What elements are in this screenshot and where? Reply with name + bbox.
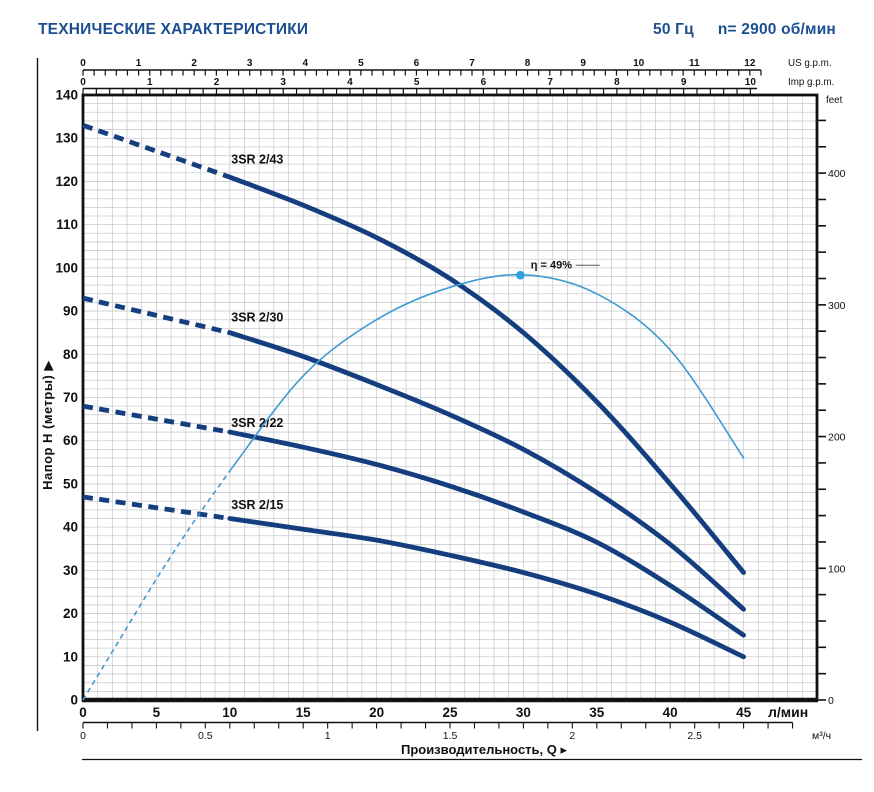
x-tick-label: 10 bbox=[222, 705, 237, 720]
feet-tick-label: 300 bbox=[828, 300, 846, 312]
lmin-unit-label: л/мин bbox=[768, 704, 808, 720]
m3h-tick-label: 2.5 bbox=[687, 730, 702, 742]
header-right: 50 Гц n= 2900 об/мин bbox=[653, 21, 836, 39]
pump-curve-3sr-2-30 bbox=[227, 330, 746, 612]
pump-curve-dashed-3sr-2-43 bbox=[82, 122, 231, 180]
m3h-tick-label: 1.5 bbox=[443, 730, 458, 742]
m3h-tick-label: 0 bbox=[80, 730, 86, 742]
imp-gpm-tick-label: 3 bbox=[280, 77, 286, 88]
pump-curve-3sr-2-43 bbox=[227, 174, 746, 575]
x-tick-label: 45 bbox=[736, 705, 752, 720]
us-gpm-tick-label: 1 bbox=[136, 58, 142, 69]
imp-gpm-tick-label: 4 bbox=[347, 77, 353, 88]
feet-tick-label: 200 bbox=[828, 432, 846, 444]
speed-label: n= 2900 об/мин bbox=[717, 21, 836, 38]
efficiency-curve-dashed bbox=[82, 470, 231, 701]
x-tick-label: 40 bbox=[663, 705, 678, 720]
pump-curve-3sr-2-15 bbox=[227, 516, 746, 660]
y-tick-label: 60 bbox=[63, 433, 78, 448]
us-gpm-tick-label: 11 bbox=[689, 58, 700, 69]
us-gpm-tick-label: 0 bbox=[80, 58, 86, 69]
y-tick-label: 20 bbox=[63, 606, 78, 621]
imp-gpm-unit-label: Imp g.p.m. bbox=[788, 77, 834, 88]
y-tick-label: 50 bbox=[63, 476, 78, 491]
us-gpm-tick-label: 4 bbox=[302, 58, 308, 69]
imp-gpm-tick-label: 6 bbox=[481, 77, 487, 88]
feet-unit-label: feet bbox=[826, 95, 843, 106]
us-gpm-tick-label: 12 bbox=[744, 58, 756, 69]
m3h-tick-label: 0.5 bbox=[198, 730, 213, 742]
us-gpm-tick-label: 9 bbox=[580, 58, 586, 69]
y-tick-label: 10 bbox=[63, 649, 78, 664]
imp-gpm-tick-label: 9 bbox=[681, 77, 687, 88]
us-gpm-tick-label: 6 bbox=[414, 58, 420, 69]
y-tick-label: 110 bbox=[56, 217, 78, 232]
imp-gpm-tick-label: 8 bbox=[614, 77, 620, 88]
feet-tick-label: 0 bbox=[828, 695, 834, 707]
pump-curve-3sr-2-22 bbox=[227, 429, 746, 638]
efficiency-label: η = 49% bbox=[531, 260, 572, 272]
imp-gpm-tick-label: 2 bbox=[214, 77, 220, 88]
us-gpm-tick-label: 7 bbox=[469, 58, 475, 69]
m3h-tick-label: 1 bbox=[325, 730, 331, 742]
y-tick-label: 90 bbox=[63, 304, 78, 319]
x-tick-label: 20 bbox=[369, 705, 384, 720]
y-tick-label: 100 bbox=[55, 260, 78, 275]
y-tick-label: 40 bbox=[63, 520, 78, 535]
curve-label-3sr-2-30: 3SR 2/30 bbox=[231, 310, 283, 324]
x-axis-title: Производительность, Q ▸ bbox=[401, 742, 568, 757]
m3h-tick-label: 2 bbox=[569, 730, 575, 742]
pump-curve-dashed-3sr-2-30 bbox=[82, 295, 231, 336]
x-tick-label: 30 bbox=[516, 705, 531, 720]
x-tick-label: 5 bbox=[153, 705, 161, 720]
pump-curve-dashed-3sr-2-15 bbox=[82, 494, 231, 521]
curve-label-3sr-2-43: 3SR 2/43 bbox=[231, 152, 283, 166]
curve-label-3sr-2-15: 3SR 2/15 bbox=[231, 498, 283, 512]
imp-gpm-tick-label: 1 bbox=[147, 77, 153, 88]
y-tick-label: 140 bbox=[55, 88, 78, 103]
y-tick-label: 80 bbox=[63, 347, 78, 362]
imp-gpm-tick-label: 7 bbox=[547, 77, 553, 88]
us-gpm-unit-label: US g.p.m. bbox=[788, 58, 832, 69]
x-tick-label: 35 bbox=[589, 705, 605, 720]
curve-label-3sr-2-22: 3SR 2/22 bbox=[231, 416, 283, 430]
x-tick-label: 15 bbox=[296, 705, 312, 720]
efficiency-curve bbox=[229, 273, 745, 472]
us-gpm-tick-label: 8 bbox=[525, 58, 531, 69]
x-tick-label: 0 bbox=[79, 705, 87, 720]
m3h-unit-label: м³/ч bbox=[812, 730, 831, 742]
imp-gpm-tick-label: 0 bbox=[80, 77, 86, 88]
feet-tick-label: 400 bbox=[828, 168, 846, 180]
us-gpm-tick-label: 5 bbox=[358, 58, 364, 69]
us-gpm-tick-label: 10 bbox=[633, 58, 645, 69]
page-title: ТЕХНИЧЕСКИЕ ХАРАКТЕРИСТИКИ bbox=[38, 21, 309, 38]
efficiency-peak-dot bbox=[516, 270, 525, 280]
x-tick-label: 25 bbox=[442, 705, 458, 720]
y-axis-title: Напор H (метры) ▶ bbox=[40, 360, 55, 490]
y-tick-label: 30 bbox=[63, 563, 78, 578]
feet-tick-label: 100 bbox=[828, 563, 846, 575]
us-gpm-tick-label: 2 bbox=[191, 58, 197, 69]
y-tick-label: 120 bbox=[55, 174, 78, 189]
y-tick-label: 70 bbox=[63, 390, 78, 405]
y-tick-label: 0 bbox=[70, 693, 78, 708]
frequency-label: 50 Гц bbox=[653, 21, 694, 38]
us-gpm-tick-label: 3 bbox=[247, 58, 253, 69]
imp-gpm-tick-label: 10 bbox=[745, 77, 757, 88]
y-tick-label: 130 bbox=[55, 131, 78, 146]
imp-gpm-tick-label: 5 bbox=[414, 77, 420, 88]
pump-curve-dashed-3sr-2-22 bbox=[82, 403, 231, 435]
